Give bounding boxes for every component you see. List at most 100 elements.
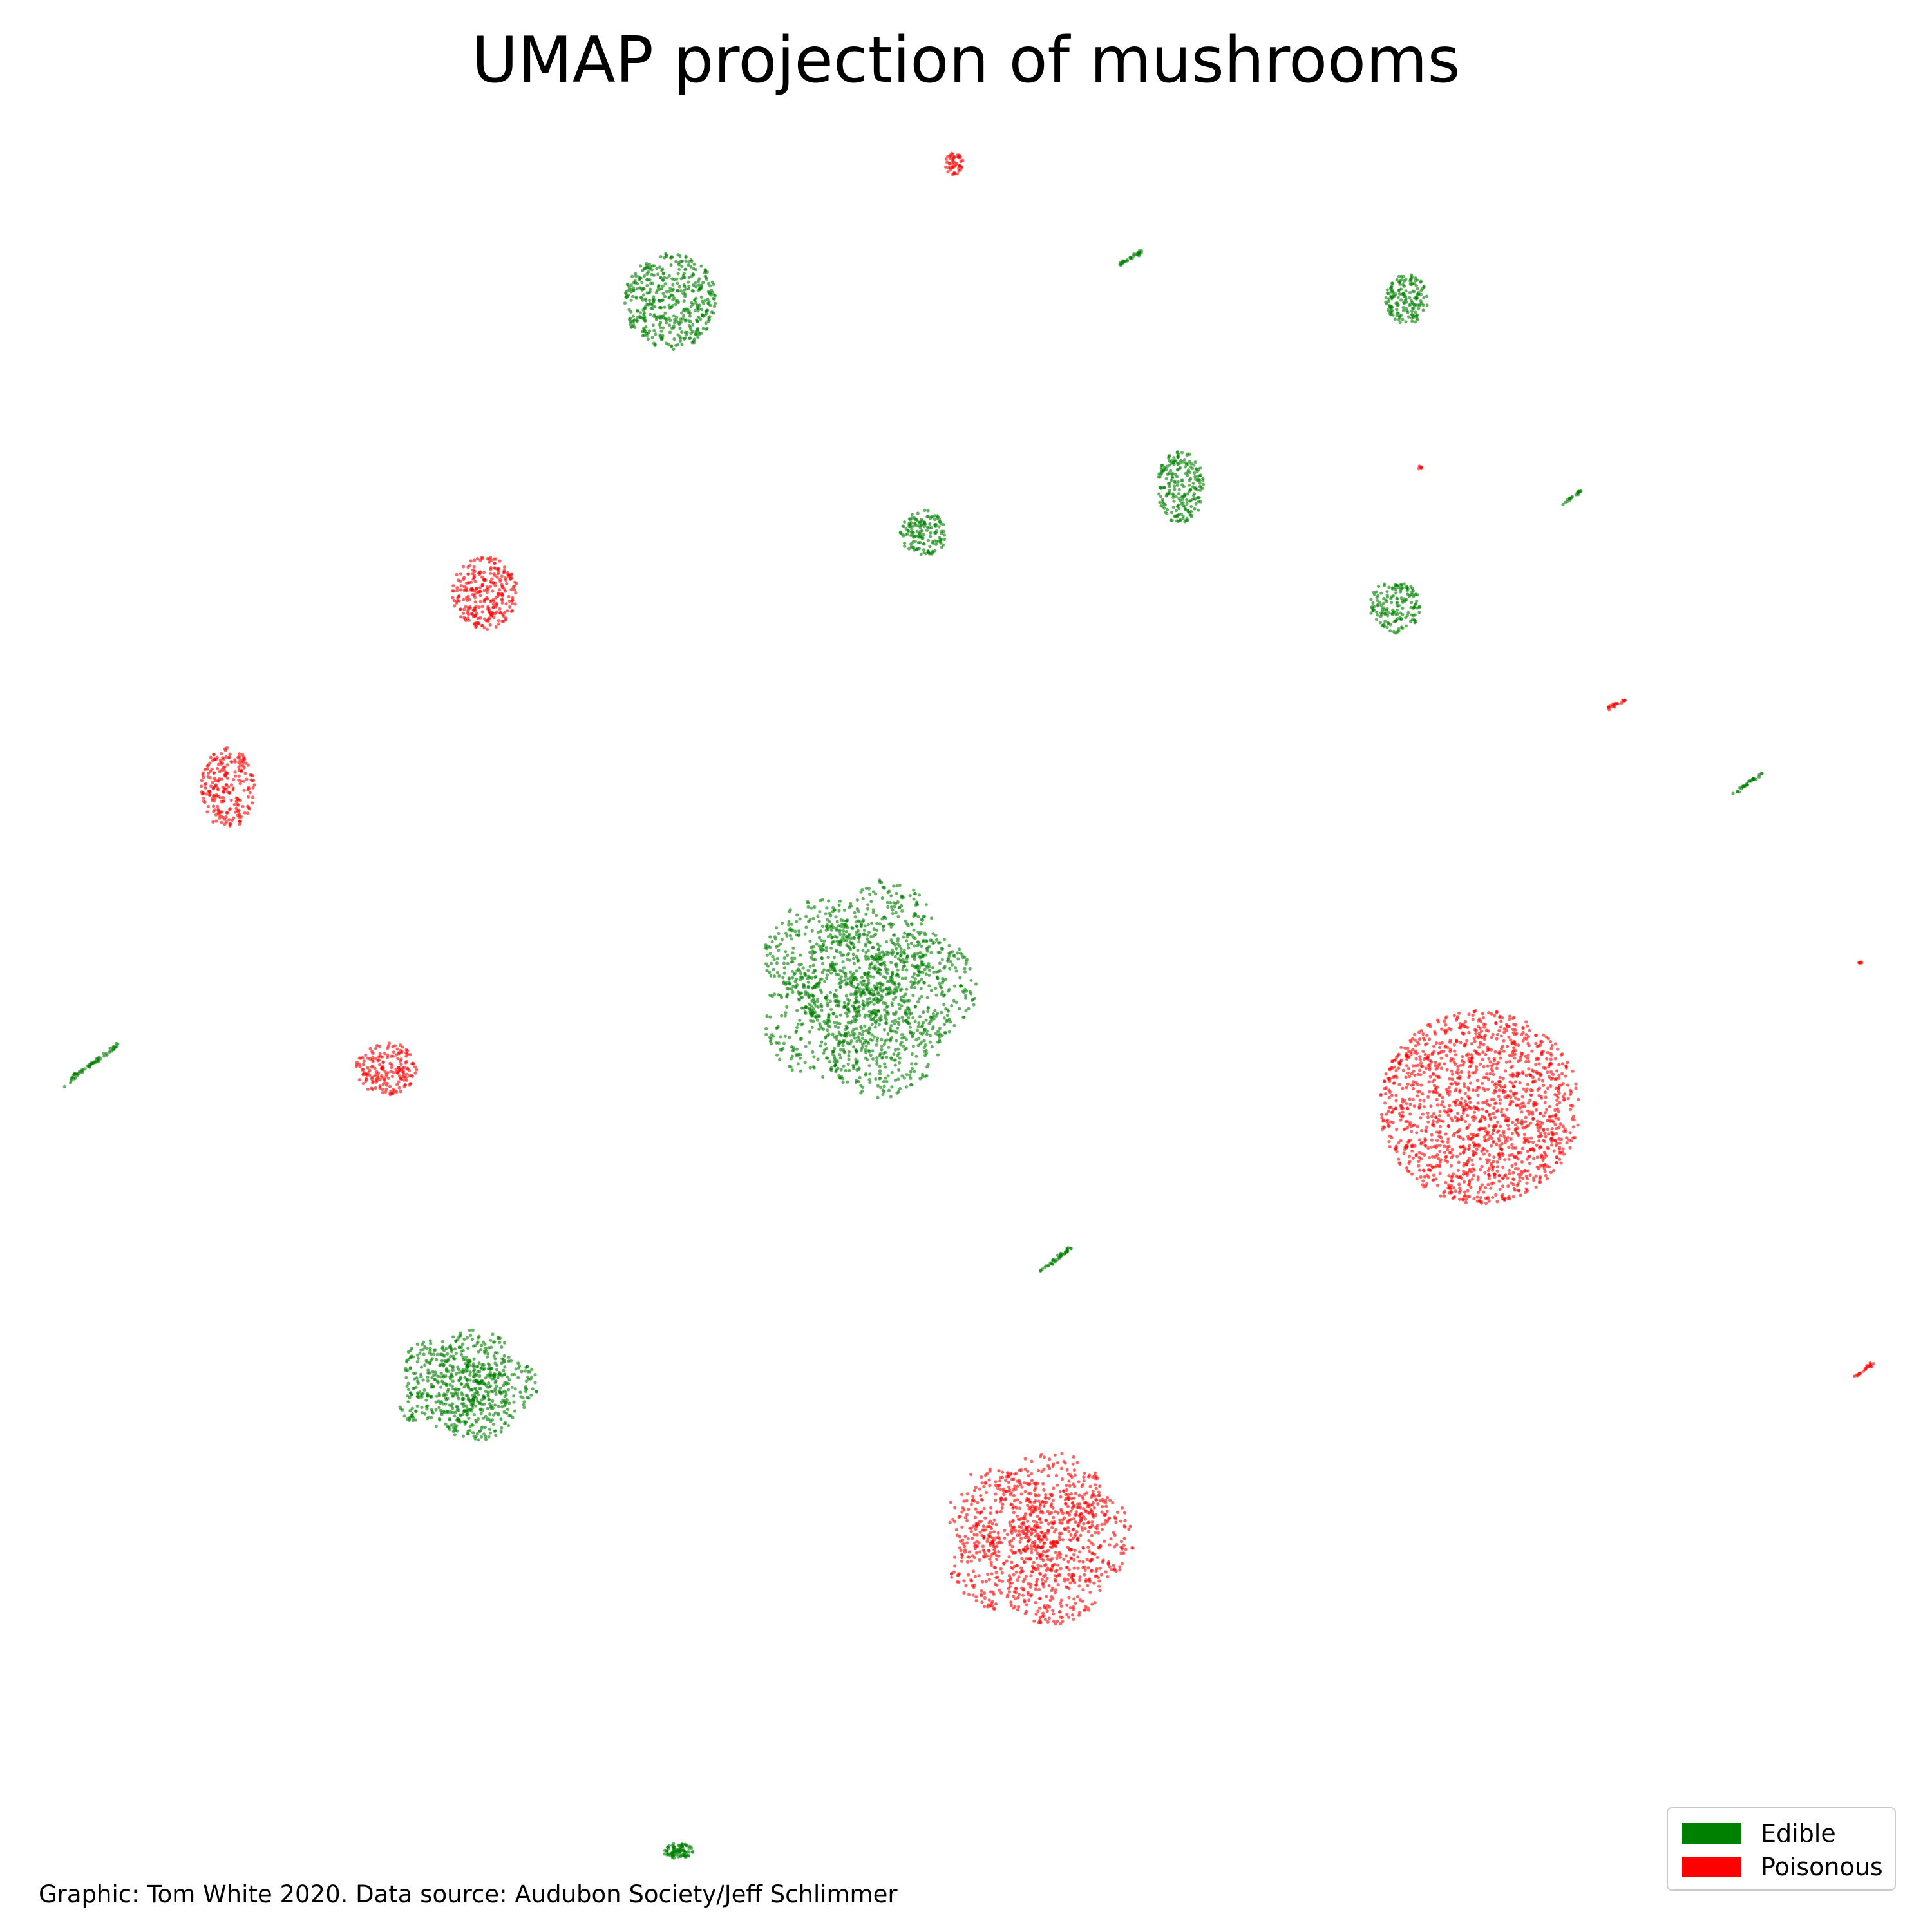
data-point — [890, 1085, 894, 1089]
data-point — [1419, 1157, 1423, 1161]
data-point — [1517, 1189, 1521, 1193]
data-point — [838, 929, 842, 934]
data-point — [927, 961, 931, 966]
data-point — [911, 975, 915, 979]
data-point — [829, 914, 833, 918]
data-point — [790, 1054, 794, 1058]
data-point — [1408, 1075, 1412, 1079]
data-point — [650, 272, 654, 276]
data-point — [641, 269, 645, 272]
data-point — [1511, 1092, 1515, 1095]
data-point — [493, 1361, 497, 1365]
data-point — [677, 321, 681, 325]
data-point — [1441, 1099, 1444, 1103]
data-point — [863, 1015, 867, 1019]
data-point — [867, 931, 871, 934]
data-point — [705, 327, 709, 330]
data-point — [797, 929, 801, 933]
data-point — [840, 1077, 845, 1081]
data-point — [786, 992, 790, 996]
data-point — [1375, 596, 1379, 600]
data-point — [944, 1007, 948, 1011]
data-point — [1487, 1199, 1491, 1203]
data-point — [899, 947, 903, 951]
data-point — [905, 939, 909, 943]
data-point — [406, 1381, 410, 1385]
data-point — [464, 1421, 468, 1425]
data-point — [1454, 1189, 1457, 1193]
data-point — [1405, 1102, 1408, 1106]
data-point — [867, 978, 871, 982]
data-point — [907, 1009, 911, 1012]
data-point — [1554, 1113, 1558, 1117]
data-point — [848, 1033, 852, 1037]
data-point — [820, 977, 824, 981]
data-point — [1187, 483, 1191, 487]
data-point — [1467, 1030, 1471, 1034]
data-point — [437, 1406, 441, 1410]
data-point — [893, 1063, 897, 1067]
data-point — [701, 281, 705, 285]
data-point — [820, 1026, 824, 1030]
data-point — [413, 1377, 417, 1381]
data-point — [1577, 493, 1580, 497]
data-point — [889, 1023, 893, 1028]
data-point — [896, 936, 900, 941]
data-point — [682, 1849, 687, 1853]
data-point — [880, 1056, 884, 1060]
data-point — [410, 1406, 414, 1410]
data-point — [464, 1358, 468, 1362]
data-point — [958, 976, 962, 980]
data-point — [1474, 1065, 1479, 1069]
data-point — [687, 260, 691, 264]
data-point — [1399, 590, 1403, 594]
data-point — [1479, 1196, 1482, 1200]
data-point — [493, 1403, 497, 1407]
data-point — [913, 977, 917, 981]
data-point — [464, 1383, 468, 1387]
data-point — [407, 1388, 411, 1392]
data-point — [862, 928, 866, 932]
data-point — [1421, 1179, 1425, 1183]
data-point — [922, 940, 925, 943]
data-point — [891, 911, 895, 916]
data-point — [1428, 1025, 1432, 1028]
data-point — [906, 943, 910, 947]
data-point — [810, 956, 813, 960]
data-point — [483, 1425, 488, 1430]
data-point — [897, 974, 901, 978]
data-point — [882, 928, 886, 932]
data-point — [824, 1036, 828, 1040]
data-point — [685, 330, 689, 334]
data-point — [862, 1007, 866, 1010]
data-point — [473, 1344, 477, 1348]
data-point — [851, 1045, 856, 1049]
data-point — [1437, 1114, 1442, 1118]
data-point — [881, 954, 885, 958]
data-point — [683, 267, 687, 271]
data-point — [630, 274, 634, 278]
data-point — [892, 942, 896, 945]
data-point — [1450, 1179, 1454, 1183]
data-point — [890, 1070, 894, 1074]
data-point — [1501, 1193, 1504, 1197]
data-point — [653, 343, 657, 348]
data-point — [799, 992, 802, 996]
data-point — [473, 1387, 478, 1391]
data-point — [894, 995, 898, 999]
data-point — [1402, 301, 1406, 305]
data-point — [475, 1365, 478, 1368]
data-point — [1391, 281, 1395, 285]
data-point — [437, 1399, 440, 1403]
data-point — [822, 939, 826, 943]
data-point — [967, 1007, 971, 1010]
data-point — [418, 1351, 422, 1355]
data-point — [912, 548, 916, 552]
data-point — [893, 987, 897, 990]
data-point — [1419, 1061, 1423, 1065]
data-point — [1486, 1029, 1491, 1033]
data-point — [1419, 1116, 1423, 1120]
data-point — [1508, 1018, 1511, 1021]
data-point — [501, 1383, 506, 1387]
data-point — [838, 969, 842, 972]
